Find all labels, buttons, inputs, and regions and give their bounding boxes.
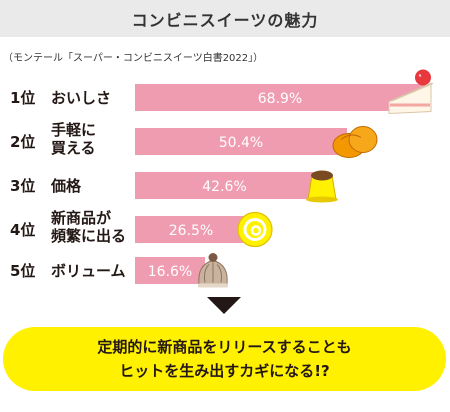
value-label: 26.5% <box>169 223 213 239</box>
mont-blanc-icon <box>198 253 228 288</box>
rank-label: 2位 <box>10 133 35 151</box>
header-bar: コンビニスイーツの魅力 <box>0 0 450 37</box>
chart-title: コンビニスイーツの魅力 <box>131 10 319 30</box>
category-label: 買える <box>51 139 96 157</box>
pudding-icon <box>306 170 338 203</box>
conclusion-callout: 定期的に新商品をリリースすることも ヒットを生み出すカギになる!? <box>3 327 446 391</box>
category-label: おいしさ <box>51 89 111 107</box>
value-label: 16.6% <box>148 264 192 280</box>
bar-row: 5位 ボリューム 16.6% <box>10 253 228 288</box>
callout-line-1: 定期的に新商品をリリースすることも <box>97 338 352 356</box>
rank-label: 4位 <box>10 221 35 239</box>
bar-row: 1位 おいしさ 68.9% <box>10 69 434 115</box>
rank-label: 1位 <box>10 89 35 107</box>
rank-label: 3位 <box>10 177 35 195</box>
category-label: 手軽に <box>51 121 96 139</box>
rank-label: 5位 <box>10 262 35 280</box>
category-label: 新商品が <box>51 209 112 227</box>
bar <box>135 172 314 199</box>
category-label: ボリューム <box>51 262 126 280</box>
bar-row: 3位 価格 42.6% <box>10 170 338 203</box>
value-label: 68.9% <box>258 91 302 107</box>
callout-line-2: ヒットを生み出すカギになる!? <box>119 362 330 380</box>
category-label: 価格 <box>50 177 82 195</box>
value-label: 42.6% <box>202 179 246 195</box>
bar <box>135 257 205 284</box>
source-note: （モンテール「スーパー・コンビニスイーツ白書2022」） <box>3 53 264 64</box>
category-label: 頻繁に出る <box>51 227 126 245</box>
down-arrow-icon <box>207 297 241 314</box>
shortcake-icon <box>388 69 434 115</box>
value-label: 50.4% <box>219 135 263 151</box>
bar <box>135 84 425 111</box>
swiss-roll-icon <box>237 211 273 248</box>
bar <box>135 128 347 155</box>
bar <box>135 216 247 243</box>
cream-puff-icon <box>332 126 378 158</box>
